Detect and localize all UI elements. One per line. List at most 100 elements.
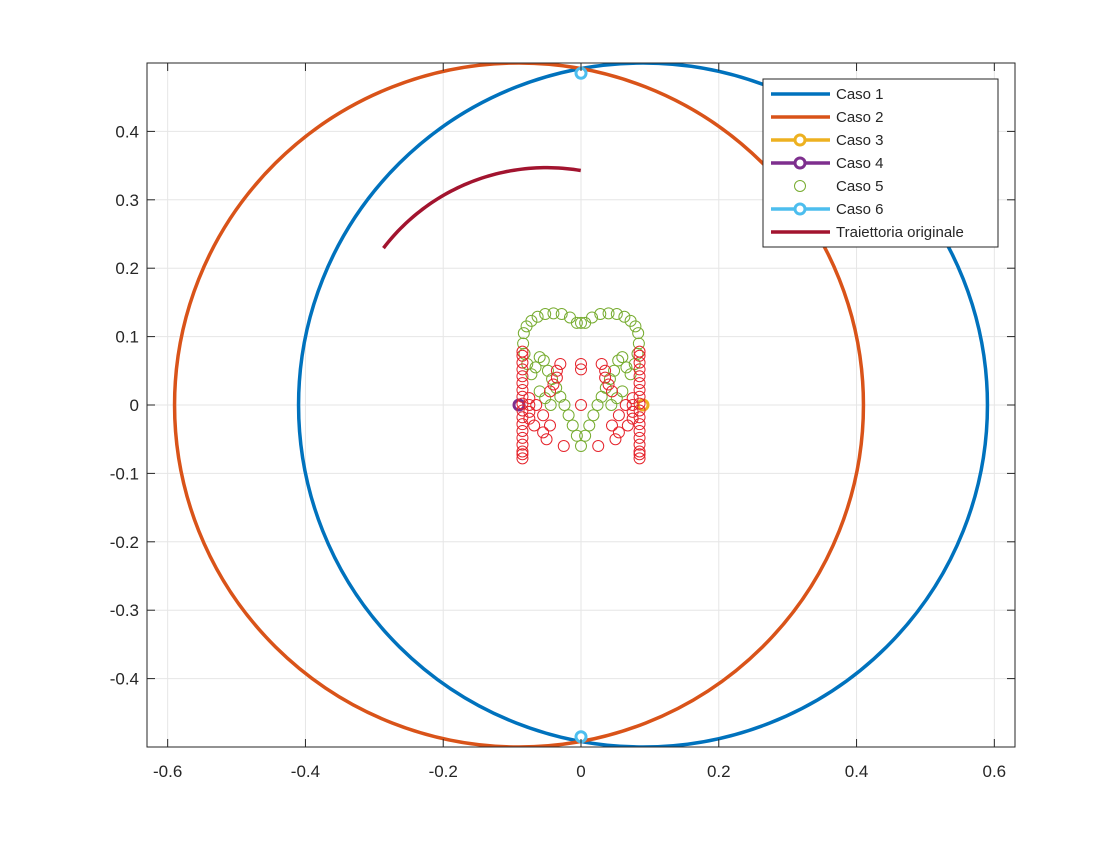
series-point bbox=[575, 316, 587, 329]
series-point bbox=[618, 310, 631, 323]
series-point bbox=[626, 412, 639, 425]
series-point bbox=[626, 405, 639, 418]
legend-marker bbox=[793, 133, 807, 147]
legend-label: Caso 6 bbox=[836, 201, 884, 218]
y-tick-label: 0.2 bbox=[115, 259, 139, 278]
series-point bbox=[516, 445, 529, 458]
y-tick-label: 0.3 bbox=[115, 191, 139, 210]
series-point bbox=[516, 383, 529, 396]
series-point bbox=[516, 345, 529, 358]
legend-item: Caso 6 bbox=[771, 201, 884, 218]
legend-label: Caso 2 bbox=[836, 109, 884, 126]
series-extra-markers bbox=[516, 345, 646, 465]
legend-item: Caso 3 bbox=[771, 132, 884, 149]
series-point bbox=[516, 349, 529, 362]
series-point bbox=[612, 354, 625, 367]
legend-label: Caso 3 bbox=[836, 132, 884, 149]
series-point bbox=[537, 426, 550, 439]
legend-item: Caso 4 bbox=[771, 155, 884, 172]
series-point bbox=[633, 377, 646, 390]
series-point bbox=[583, 419, 596, 432]
series-caso-1 bbox=[296, 63, 990, 747]
series-point bbox=[575, 363, 587, 376]
grid bbox=[147, 63, 1015, 747]
y-tick-label: -0.4 bbox=[110, 670, 139, 689]
series-point bbox=[558, 399, 571, 411]
series-point bbox=[632, 327, 645, 340]
series-point bbox=[540, 433, 553, 446]
series-point bbox=[592, 440, 605, 453]
series-point bbox=[594, 308, 607, 321]
series-point bbox=[586, 311, 599, 324]
series-point bbox=[608, 364, 621, 377]
series-point bbox=[523, 412, 536, 425]
legend-marker bbox=[793, 156, 807, 170]
series-point bbox=[633, 370, 646, 383]
legend-label: Caso 4 bbox=[836, 155, 884, 172]
series-point bbox=[633, 445, 646, 458]
series-point bbox=[633, 452, 646, 465]
series-point bbox=[516, 424, 529, 437]
series-point bbox=[537, 409, 550, 422]
series-point bbox=[518, 347, 531, 360]
legend: Caso 1 Caso 2 Caso 3 Caso 4 Caso 5 Caso 6 Trai… bbox=[762, 78, 999, 248]
series-point bbox=[629, 320, 642, 333]
series-point bbox=[544, 399, 557, 411]
series-point bbox=[550, 364, 563, 377]
x-axis: -0.6 -0.4 -0.2 0 0.2 0.4 0.6 bbox=[153, 63, 1006, 781]
series-caso-2 bbox=[172, 63, 866, 747]
series-point bbox=[632, 337, 645, 350]
legend-label: Caso 5 bbox=[836, 178, 884, 195]
series-point bbox=[579, 429, 592, 442]
series-point bbox=[525, 314, 538, 327]
series-point bbox=[633, 383, 646, 396]
series-point bbox=[602, 378, 615, 391]
legend-label: Caso 1 bbox=[836, 86, 884, 103]
series-point bbox=[557, 440, 570, 453]
series-point bbox=[530, 399, 543, 411]
series-point bbox=[633, 448, 646, 461]
series-point bbox=[541, 364, 554, 377]
series-point bbox=[606, 419, 618, 432]
x-tick-label: 0.6 bbox=[983, 762, 1007, 781]
y-tick-label: 0 bbox=[130, 396, 139, 415]
series-point bbox=[609, 433, 622, 446]
series-point bbox=[537, 354, 550, 367]
x-tick-label: 0.2 bbox=[707, 762, 731, 781]
x-tick-label: 0.4 bbox=[845, 762, 869, 781]
y-tick-label: 0.4 bbox=[115, 122, 139, 141]
series-point bbox=[528, 419, 541, 432]
y-tick-label: -0.2 bbox=[110, 533, 139, 552]
series-point bbox=[523, 399, 536, 411]
series-point bbox=[633, 431, 646, 444]
series-point bbox=[550, 371, 563, 384]
series-point bbox=[619, 399, 632, 411]
legend-marker bbox=[793, 202, 807, 216]
series-point bbox=[626, 399, 639, 411]
series-point bbox=[523, 405, 536, 418]
y-tick-label: -0.3 bbox=[110, 601, 139, 620]
series-point bbox=[602, 307, 615, 320]
series-point bbox=[633, 438, 646, 451]
series-point bbox=[621, 419, 634, 432]
x-tick-label: -0.2 bbox=[429, 762, 458, 781]
series-point bbox=[633, 349, 646, 362]
legend-item: Caso 1 bbox=[771, 86, 884, 103]
x-tick-label: -0.4 bbox=[291, 762, 320, 781]
series-point bbox=[523, 392, 536, 405]
series-point bbox=[516, 452, 529, 465]
series-point bbox=[610, 308, 623, 321]
series-point bbox=[633, 424, 646, 437]
series-point bbox=[529, 361, 542, 374]
series-point bbox=[591, 399, 604, 411]
x-tick-label: 0 bbox=[576, 762, 585, 781]
series-point bbox=[516, 377, 529, 390]
series-traiettoria-originale bbox=[382, 165, 582, 250]
series-point bbox=[633, 363, 646, 376]
legend-item: Traiettoria originale bbox=[771, 224, 964, 241]
series-line bbox=[172, 63, 866, 747]
series-point bbox=[547, 307, 560, 320]
series-point bbox=[575, 357, 587, 370]
x-tick-label: -0.6 bbox=[153, 762, 182, 781]
